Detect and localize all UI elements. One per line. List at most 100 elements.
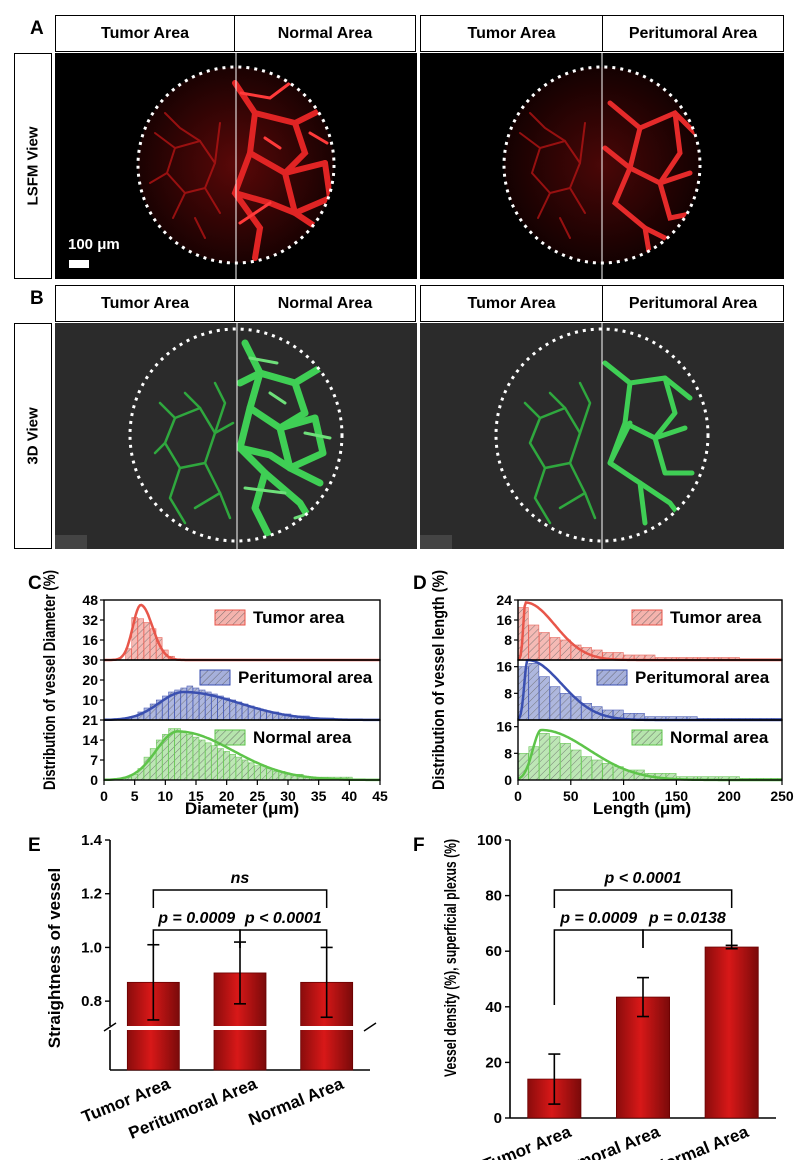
x-tick-label: 30 xyxy=(280,788,296,804)
y-tick-label: 0 xyxy=(90,772,98,788)
legend-label: Tumor area xyxy=(670,608,762,627)
y-tick-label: 0.8 xyxy=(81,993,102,1010)
y-tick-label: 8 xyxy=(504,685,512,701)
legend-label: Peritumoral area xyxy=(635,668,770,687)
lsfm-image-peritumoral xyxy=(420,53,784,279)
y-tick-label: 1.4 xyxy=(81,832,103,849)
histogram-bar xyxy=(560,693,571,721)
subplot-frame xyxy=(103,719,381,781)
histogram-bar xyxy=(137,618,145,661)
chart-e: Straightness of vessel Tumor AreaPeritum… xyxy=(45,832,377,1143)
row-label-lsfm-text: LSFM View xyxy=(24,126,42,206)
panel-label-c: C xyxy=(28,573,42,594)
header-normal-area: Normal Area xyxy=(234,15,416,52)
x-tick-label: 0 xyxy=(514,788,522,804)
chart-c: Distribution of vessel Diameter (%) 16 32… xyxy=(40,570,388,818)
panel-label-e: E xyxy=(28,835,41,856)
legend-swatch xyxy=(631,729,663,746)
histogram-bar xyxy=(211,693,218,721)
x-tick-label: 20 xyxy=(219,788,235,804)
y-tick-label: 14 xyxy=(82,732,98,748)
histogram-bar xyxy=(528,624,540,661)
3d-normal-svg xyxy=(55,323,344,549)
significance-bracket xyxy=(152,929,241,948)
chart-d: Distribution of vessel length (%) 8 16 24 T… xyxy=(429,570,794,818)
significance-bracket xyxy=(642,929,733,948)
x-tick-label: 0 xyxy=(100,788,108,804)
axis-break-mark xyxy=(103,1022,117,1032)
legend-label: Tumor area xyxy=(253,608,345,627)
axis-break-mark xyxy=(363,1022,377,1032)
panel-label-d: D xyxy=(413,573,427,594)
significance-label: p < 0.0001 xyxy=(604,870,682,887)
histogram-bar xyxy=(229,753,237,781)
histogram-bar xyxy=(241,759,249,781)
chart-f-ylabel: Vessel density (%), superficial plexus (… xyxy=(441,839,460,1077)
x-category-label: Normal Area xyxy=(246,1074,347,1129)
histogram-bar xyxy=(549,736,561,781)
histogram-bar xyxy=(186,733,194,781)
lsfm-peritumoral-svg xyxy=(502,53,702,279)
legend-swatch xyxy=(631,609,663,626)
histogram-bar xyxy=(528,663,540,721)
x-category-label: Normal Area xyxy=(651,1122,752,1160)
subplot-frame xyxy=(517,719,783,781)
header-peritumoral-area-b: Peritumoral Area xyxy=(602,285,784,322)
row-label-lsfm: LSFM View xyxy=(14,53,52,279)
histogram-bar xyxy=(235,756,243,781)
chart-c-xlabel: Diameter (μm) xyxy=(185,799,299,818)
x-tick-label: 15 xyxy=(188,788,204,804)
y-tick-label: 8 xyxy=(504,632,512,648)
y-tick-label: 80 xyxy=(485,888,502,905)
histogram-bar xyxy=(260,765,267,781)
y-tick-label: 32 xyxy=(82,612,98,628)
y-tick-label: 20 xyxy=(485,1054,502,1071)
significance-bracket xyxy=(553,889,733,908)
row-label-3d: 3D View xyxy=(14,323,52,549)
significance-label: p = 0.0009 xyxy=(157,910,235,927)
significance-label: ns xyxy=(231,870,250,887)
dotted-circle xyxy=(502,65,702,265)
histogram-bar xyxy=(217,748,224,781)
histogram-bar xyxy=(205,742,212,781)
chart-d-plot: 8 16 24 Tumor area 8 16 Peritumoral area 8 16 Nor… xyxy=(496,592,793,804)
legend-label: Normal area xyxy=(670,728,769,747)
histogram-bar xyxy=(247,762,255,781)
header-tumor-area-b: Tumor Area xyxy=(55,285,235,322)
histogram-bar xyxy=(211,745,218,781)
significance-label: p < 0.0001 xyxy=(244,910,322,927)
histogram-bar xyxy=(549,686,561,721)
y-tick-label: 16 xyxy=(496,659,512,675)
y-tick-label: 16 xyxy=(82,632,98,648)
fit-curve xyxy=(103,730,380,782)
histogram-bar xyxy=(581,756,592,781)
histogram-bar xyxy=(174,728,181,781)
dotted-circle xyxy=(136,65,336,265)
legend-label: Peritumoral area xyxy=(238,668,373,687)
axis-break-band xyxy=(104,1026,376,1030)
y-tick-label: 10 xyxy=(82,692,98,708)
dotted-circle xyxy=(494,327,710,543)
3d-image-peritumoral xyxy=(420,323,784,549)
histogram-bar xyxy=(602,763,614,781)
lsfm-normal-svg xyxy=(69,53,336,279)
histogram-bar xyxy=(591,759,603,781)
x-tick-label: 10 xyxy=(158,788,174,804)
header-peritumoral-area: Peritumoral Area xyxy=(602,15,784,52)
header-tumor-area-b2: Tumor Area xyxy=(420,285,603,322)
chart-c-plot: 16 32 48 Tumor area 10 20 30 Peritumoral area 7 1… xyxy=(82,592,388,804)
x-tick-label: 40 xyxy=(342,788,358,804)
lsfm-image-normal xyxy=(55,53,417,279)
y-tick-label: 48 xyxy=(82,592,98,608)
y-tick-label: 16 xyxy=(496,719,512,735)
x-tick-label: 5 xyxy=(131,788,139,804)
chart-d-xlabel: Length (μm) xyxy=(593,799,691,818)
y-tick-label: 7 xyxy=(90,752,98,768)
histogram-bar xyxy=(539,676,550,721)
histogram-bar xyxy=(570,749,582,781)
x-tick-label: 150 xyxy=(665,788,689,804)
significance-label: p = 0.0009 xyxy=(559,910,637,927)
histogram-bar xyxy=(266,768,273,781)
histogram-bar xyxy=(560,743,571,781)
